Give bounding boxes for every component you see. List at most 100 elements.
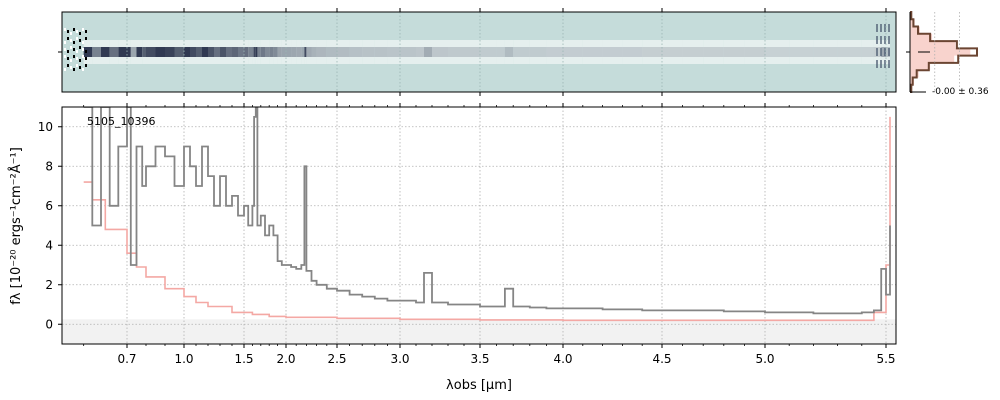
ticks-1d: 0.7 1.0 1.5 2.0 2.5 3.0 3.5 4.0 4.5 5.0 5.5 0 2 4 6 8 10 [38,103,896,366]
trace-2d-halo [504,40,514,64]
trace-2d-core [480,47,497,57]
trace-2d-noise [76,50,78,53]
trace-2d-core [269,47,274,57]
trace-2d-noise [70,39,72,42]
trace-2d-noise [76,64,78,67]
trace-2d-noise [82,48,84,51]
trace-2d-noise [82,41,84,44]
zero-band [62,319,896,344]
trace-2d-core [682,47,704,57]
trace-2d-halo [281,40,286,64]
trace-2d-core [349,47,363,57]
trace-2d-noise [73,68,75,71]
trace-2d-noise [85,64,87,67]
trace-2d-noise [880,36,882,44]
y-tick-label: 2 [45,278,53,292]
trace-2d-core [165,47,175,57]
trace-2d-noise [67,64,69,67]
trace-2d-halo [582,40,603,64]
x-tick-label: 2.5 [327,352,346,366]
trace-2d-core [101,47,110,57]
trace-2d-noise [79,46,81,49]
y-tick-label: 10 [38,120,53,134]
trace-2d-core [83,47,93,57]
trace-2d-noise [880,60,882,68]
trace-2d-core [306,47,312,57]
trace-2d-halo [529,40,547,64]
trace-2d-core [400,47,416,57]
trace-2d-core [789,47,814,57]
trace-2d-core [448,47,464,57]
trace-2d-core [529,47,547,57]
x-tick-label: 5.0 [755,352,774,366]
trace-2d-core [248,47,253,57]
trace-2d-core [301,47,305,57]
trace-2d-noise [884,48,886,56]
trace-2d-core [232,47,238,57]
trace-2d-noise [880,48,882,56]
panel-1d-background [62,107,896,344]
trace-2d-noise [82,28,84,31]
trace-2d-core [155,47,165,57]
trace-2d-core [387,47,400,57]
trace-2d-noise [64,41,66,44]
trace-2d-noise [70,59,72,62]
trace-2d-noise [64,48,66,51]
trace-2d-halo [291,40,297,64]
trace-2d-core [723,47,745,57]
trace-2d-halo [306,40,312,64]
trace-2d-halo [861,40,874,64]
histogram-data [910,11,978,93]
trace-2d-core [260,47,265,57]
trace-2d-core [546,47,563,57]
trace-2d-core [254,47,256,57]
trace-2d-halo [416,40,424,64]
trace-2d-halo [622,40,643,64]
y-tick-label: 0 [45,317,53,331]
trace-2d-core [424,47,432,57]
trace-2d-noise [67,37,69,40]
trace-2d-core [602,47,623,57]
trace-2d-core [118,47,127,57]
trace-2d-noise [82,68,84,71]
trace-2d-noise [888,48,890,56]
trace-2d-core [861,47,874,57]
trace-2d-core [255,47,258,57]
trace-2d-core [252,47,255,57]
trace-2d-halo [682,40,704,64]
trace-2d-halo [448,40,464,64]
trace-2d-core [813,47,838,57]
trace-2d-core [244,47,249,57]
trace-2d-noise [876,36,878,44]
trace-2d-core [337,47,350,57]
histogram-plot [906,11,978,93]
y-tick-label: 6 [45,199,53,213]
spectrum-series [83,107,891,322]
trace-2d-core [202,47,208,57]
trace-2d-core [316,47,327,57]
trace-2d [64,24,890,71]
trace-2d-halo [765,40,790,64]
trace-2d-core [174,47,184,57]
trace-2d-halo [881,40,886,64]
trace-2d-core [291,47,297,57]
trace-2d-core [362,47,375,57]
trace-2d-halo [662,40,683,64]
trace-2d-halo [387,40,400,64]
trace-2d-halo [513,40,530,64]
trace-2d-noise [85,30,87,33]
trace-2d-noise [70,32,72,35]
panel-residual-histogram: -0.00 ± 0.36 [906,11,989,97]
trace-2d-noise [73,41,75,44]
trace-2d-noise [64,55,66,58]
trace-2d-halo [496,40,505,64]
trace-2d-core [642,47,662,57]
trace-2d-core [744,47,765,57]
spectrum-title: 5105_10396 [87,115,156,128]
trace-2d-halo [563,40,583,64]
trace-2d-halo [326,40,337,64]
trace-2d-noise [880,24,882,32]
x-tick-label: 1.0 [174,352,193,366]
trace-2d-halo [432,40,448,64]
